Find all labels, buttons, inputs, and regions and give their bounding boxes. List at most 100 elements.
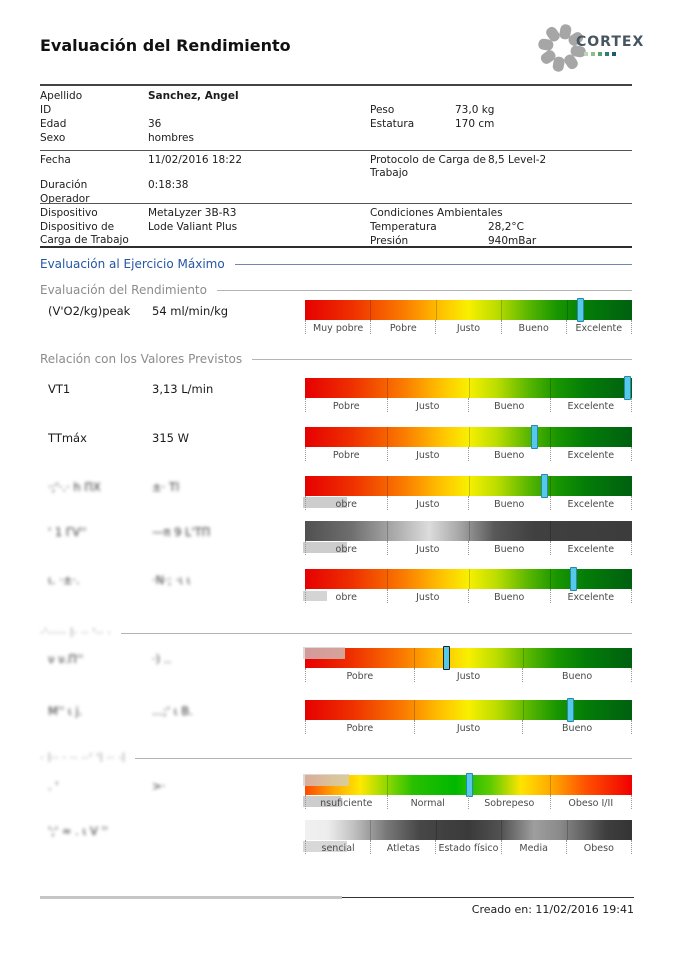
info-row: Apellido Sanchez, Angel	[40, 90, 350, 103]
zone-label: Bueno	[468, 398, 550, 412]
zone-separator	[386, 775, 388, 795]
info-label: Operador	[40, 193, 90, 205]
zone-label: Justo	[386, 398, 469, 412]
zone-label: Normal	[386, 795, 469, 809]
zone-labels: Muy pobre Pobre Justo Bueno Excelente	[305, 320, 632, 334]
patient-info-left: Apellido Sanchez, Angel ID Edad 36 Sexo hombre…	[40, 90, 350, 146]
info-row: Peso 73,0 kg	[370, 104, 632, 117]
zone-label: Excelente	[565, 320, 631, 334]
redaction-box	[303, 796, 341, 807]
metric-row-blurred-1: ·;'·.· h ΠX ±· Tl obre Justo Bueno Excelente	[0, 474, 682, 514]
device-info-left: Dispositivo MetaLyzer 3B-R3 Dispositivo de…	[40, 207, 350, 248]
zone-label: obre	[305, 541, 387, 555]
metric-label: Μ'' ι j.	[48, 704, 83, 718]
section-header-blurred_header_2: · l·· · ·· ··' 'l ·· ·l	[40, 751, 632, 765]
info-label: Duración	[40, 179, 88, 191]
zone-label: Excelente	[549, 589, 632, 603]
info-label: Peso	[370, 104, 395, 116]
info-row: Operador	[40, 193, 350, 206]
metric-row-ttmax: TTmáx 315 W Pobre Justo Bueno Excelente	[0, 425, 682, 465]
scale-bar	[305, 298, 632, 322]
zone-label: Media	[500, 840, 566, 854]
metric-row-blurred-3: ι. ·±·. ·Ν·; ·ι ι obre Justo Bueno Excelente	[0, 567, 682, 607]
info-value: MetaLyzer 3B-R3	[148, 207, 237, 219]
zone-separator	[386, 569, 388, 589]
zone-label: Justo	[386, 589, 469, 603]
metric-row-blurred-7: ';' ≈ . ι V '' sencial Atletas Estado físic…	[0, 820, 682, 858]
scale-bar	[303, 474, 632, 508]
info-value: 36	[148, 118, 162, 130]
metric-row-vt1: VT1 3,13 L/min Pobre Justo Bueno Excelente	[0, 376, 682, 416]
zone-label: Pobre	[305, 447, 387, 461]
result-marker	[576, 298, 584, 322]
metric-label: (V'O2/kg)peak	[48, 304, 131, 318]
zone-label: Bueno	[500, 320, 566, 334]
metric-label: ν ν.Π''	[48, 652, 84, 666]
redaction-box	[303, 841, 347, 852]
metric-label: . '	[48, 779, 59, 793]
zone-separator	[550, 521, 552, 541]
redaction-box	[303, 542, 347, 553]
metric-value: 3,13 L/min	[152, 382, 214, 396]
scale-bar	[305, 698, 632, 722]
zone-labels: nsuficiente Normal Sobrepeso Obeso I/II	[305, 795, 632, 809]
zone-label: Bueno	[468, 589, 550, 603]
metric-row-blurred-5: Μ'' ι j. ...;' ι Β. Pobre Justo Bueno	[0, 698, 682, 738]
section-header-predicted: Relación con los Valores Previstos	[40, 352, 632, 366]
result-marker	[530, 425, 538, 449]
zone-label: Obeso I/II	[549, 795, 632, 809]
section-header-line	[234, 264, 632, 265]
zone-separator	[550, 427, 552, 447]
section-header-label: Evaluación al Ejercicio Máximo	[40, 257, 225, 271]
zone-label: Estado físico	[435, 840, 500, 854]
zone-label: Bueno	[468, 541, 550, 555]
zone-label: Sobrepeso	[468, 795, 550, 809]
metric-row-blurred-6: . ' >· nsuficiente Normal Sobrepeso Obeso I/I…	[0, 773, 682, 813]
result-marker	[624, 376, 632, 400]
ambient-conditions-title: Condiciones Ambientales	[370, 207, 503, 219]
scale-bar	[305, 425, 632, 449]
zone-label: Bueno	[522, 668, 631, 682]
zone-separator	[414, 648, 415, 668]
info-label: Sexo	[40, 132, 66, 144]
info-row: Presión 940mBar	[370, 235, 632, 248]
cortex-brand-text: CORTEX	[576, 34, 645, 50]
zone-separator	[523, 648, 524, 668]
cortex-logo: CORTEX	[538, 22, 645, 74]
scale-bar	[303, 567, 632, 601]
zone-label: Excelente	[549, 496, 632, 510]
zone-separator	[523, 700, 524, 720]
section-header-label: Relación con los Valores Previstos	[40, 352, 243, 366]
info-label: Edad	[40, 118, 67, 130]
divider	[40, 150, 632, 151]
scale-bar	[303, 773, 632, 807]
info-label: ID	[40, 104, 52, 116]
info-value: 28,2°C	[488, 221, 524, 233]
zone-separator	[501, 300, 503, 320]
zone-separator	[370, 820, 372, 840]
zone-separator	[468, 378, 470, 398]
zone-separator	[468, 569, 470, 589]
info-value: Lode Valiant Plus	[148, 221, 238, 233]
zone-label: sencial	[305, 840, 370, 854]
zone-label: nsuficiente	[305, 795, 387, 809]
metric-value: ...;' ι Β.	[152, 704, 193, 718]
zone-separator	[468, 476, 470, 496]
title-rule	[40, 84, 632, 86]
zone-separator	[550, 775, 552, 795]
info-row: Sexo hombres	[40, 132, 350, 145]
info-label: Protocolo de Carga de Trabajo	[370, 154, 486, 179]
metric-value: ·Ν·; ·ι ι	[152, 573, 191, 587]
redaction-box	[303, 591, 327, 601]
info-value: 170 cm	[455, 118, 495, 130]
zone-label: Justo	[413, 668, 523, 682]
scale-bar	[305, 376, 632, 400]
info-value: 73,0 kg	[455, 104, 495, 116]
section-header-max_exercise: Evaluación al Ejercicio Máximo	[40, 257, 632, 271]
metric-label: TTmáx	[48, 431, 87, 445]
result-marker	[570, 567, 578, 591]
info-row: Protocolo de Carga de Trabajo 8,5 Level-2	[370, 154, 632, 180]
zone-label: Excelente	[549, 541, 632, 555]
logo-dot	[584, 52, 588, 56]
result-marker	[442, 646, 450, 670]
